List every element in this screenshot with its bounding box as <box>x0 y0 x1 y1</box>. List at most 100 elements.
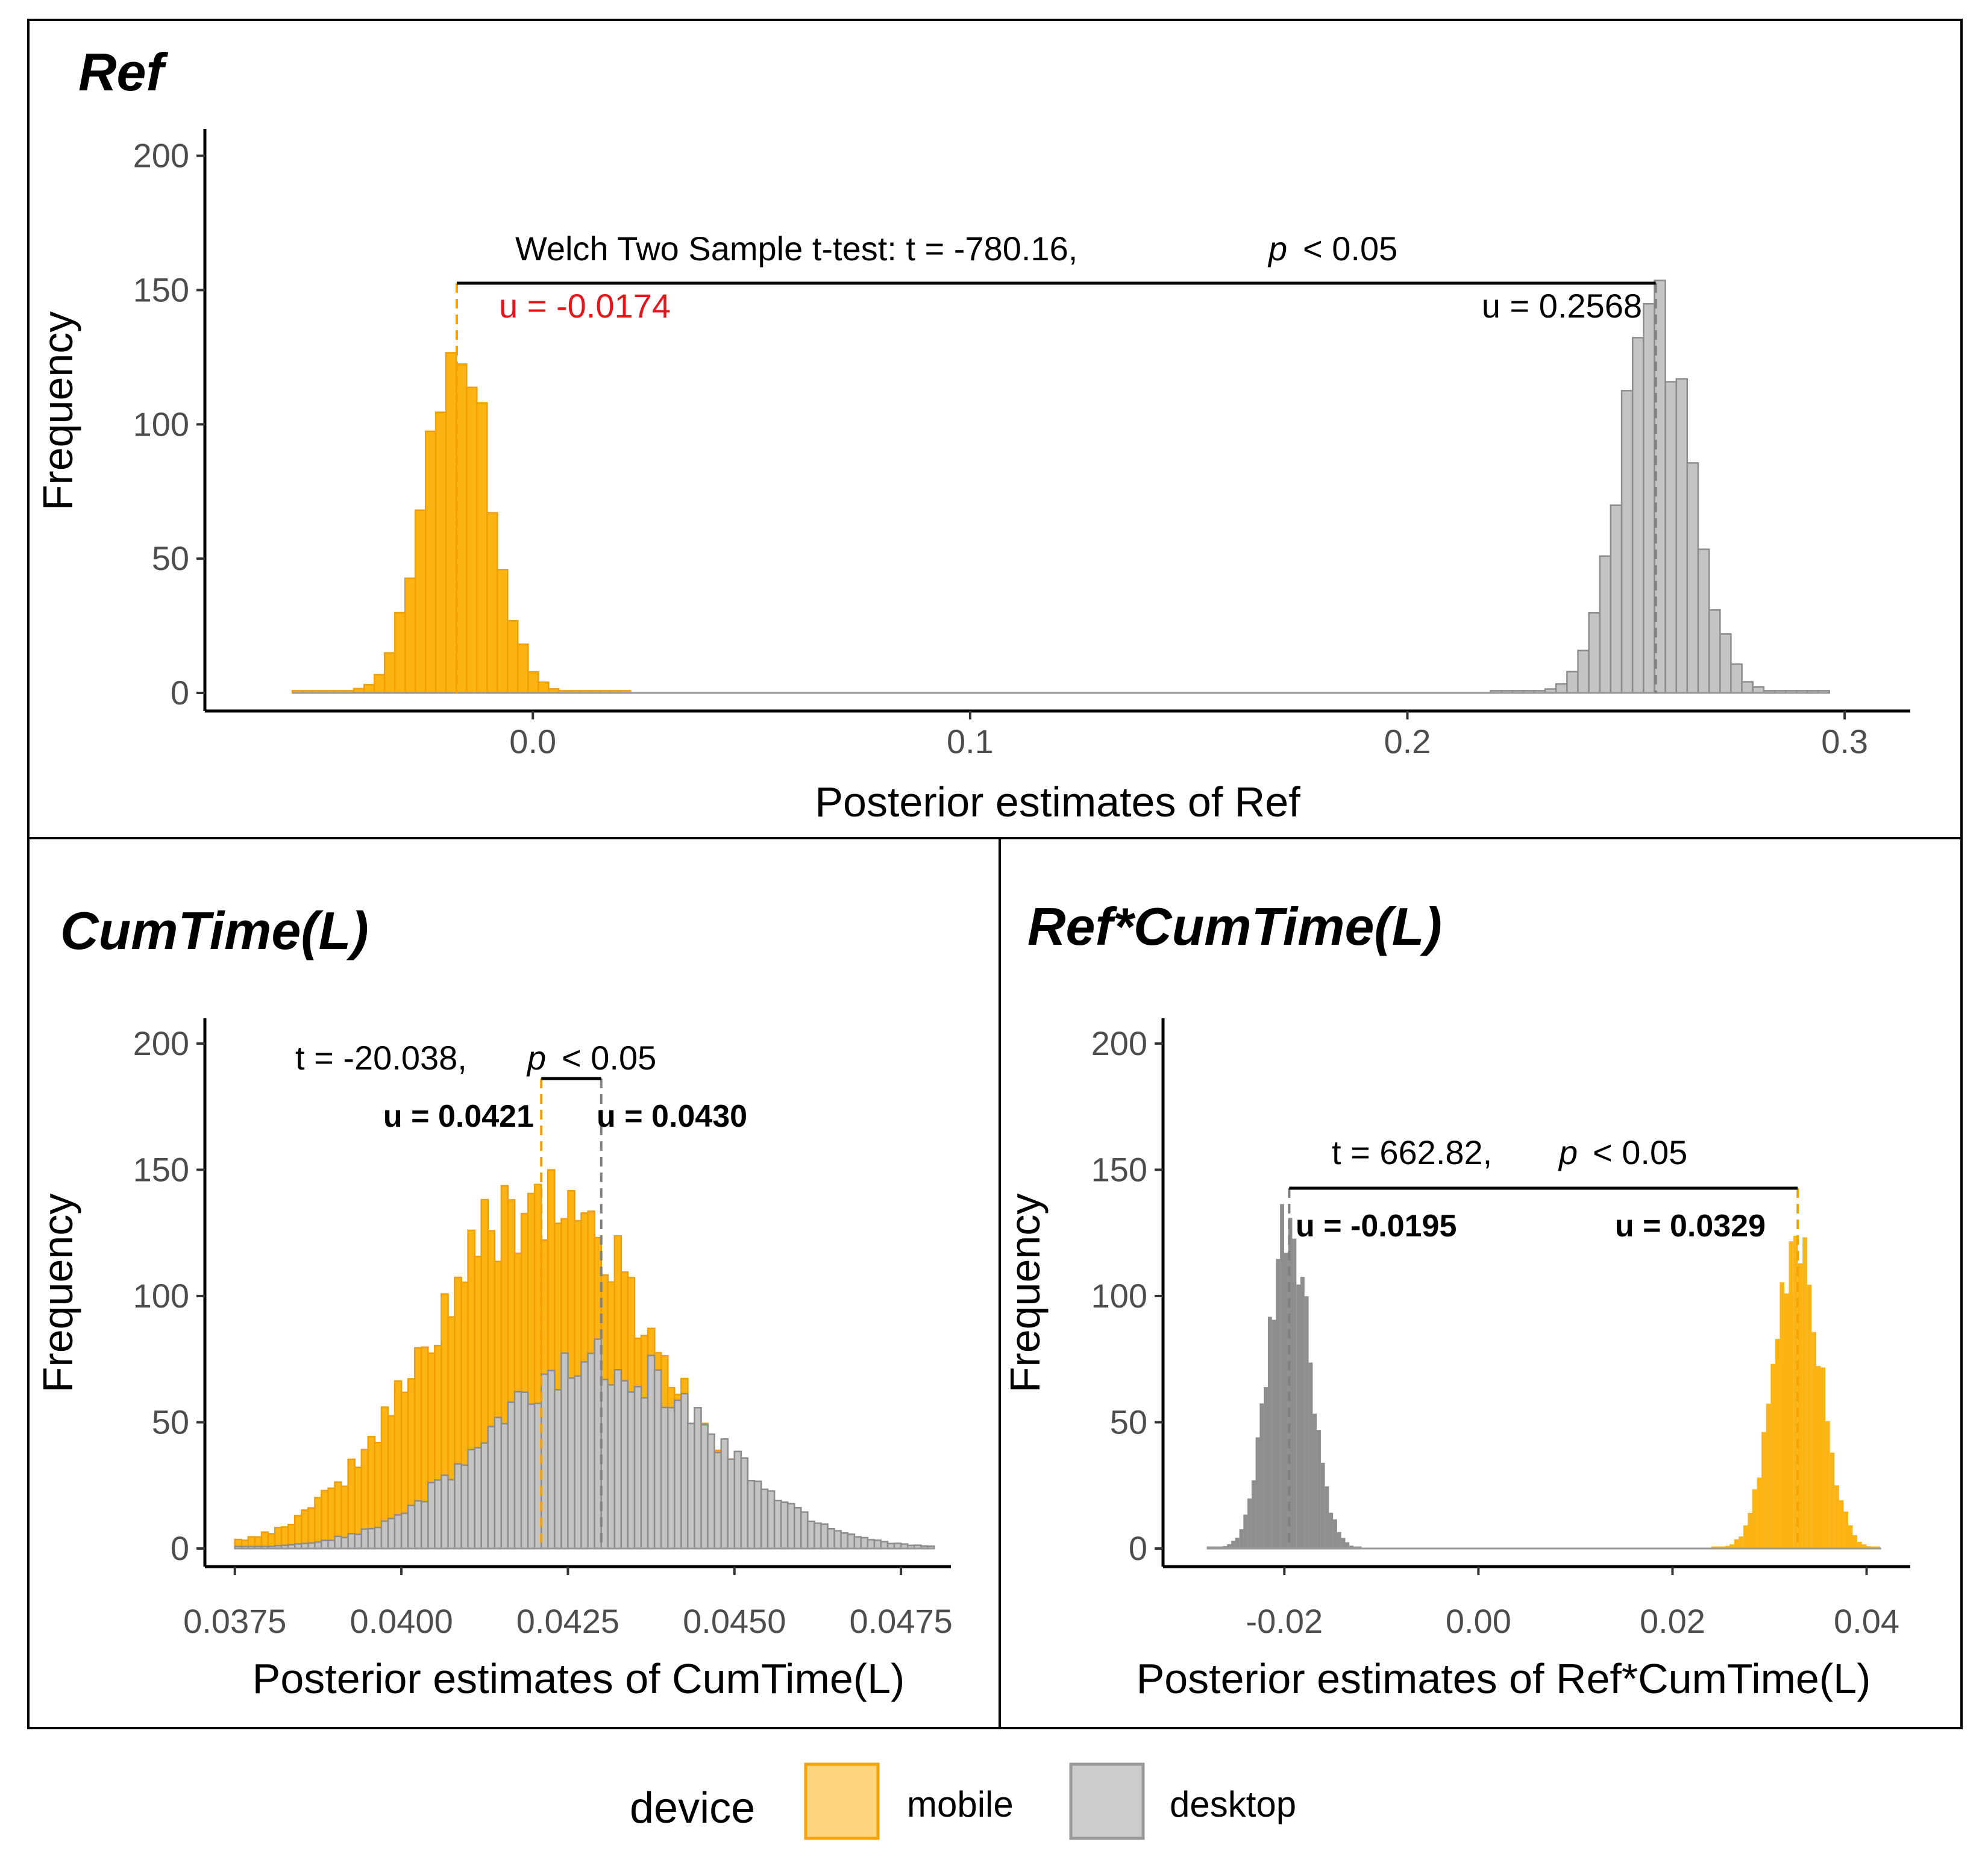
histogram-mobile <box>1711 1236 1880 1549</box>
bar-desktop <box>1259 1403 1264 1549</box>
bar-desktop <box>1223 1546 1228 1549</box>
bar-desktop <box>334 1535 342 1550</box>
y-tick-label: 100 <box>133 1277 189 1315</box>
y-tick-label: 0 <box>171 1529 189 1567</box>
bar-desktop <box>447 1479 456 1550</box>
bar-mobile <box>466 386 478 694</box>
bar-mobile <box>1852 1535 1858 1549</box>
x-tick-label: 0.0425 <box>516 1602 619 1640</box>
bar-desktop <box>680 1392 689 1550</box>
bar-desktop <box>374 1526 383 1550</box>
bar-mobile <box>497 568 509 694</box>
bar-desktop <box>1239 1529 1244 1549</box>
bar-mobile <box>1802 1237 1807 1549</box>
bar-mobile <box>1789 1241 1794 1549</box>
bar-desktop <box>760 1488 769 1550</box>
bar-desktop <box>880 1541 889 1550</box>
bar-desktop <box>694 1407 702 1550</box>
y-tick-label: 50 <box>1110 1403 1147 1441</box>
bar-mobile <box>517 644 529 694</box>
bar-mobile <box>445 352 457 694</box>
bar-desktop <box>814 1522 822 1550</box>
bar-mobile <box>1870 1546 1876 1549</box>
bar-desktop <box>1215 1546 1219 1549</box>
bar-desktop <box>1227 1544 1232 1549</box>
bar-desktop <box>1284 1253 1288 1549</box>
panel-title: CumTime(L) <box>60 901 369 960</box>
bar-mobile <box>1729 1544 1734 1549</box>
bar-mobile <box>1761 1432 1766 1549</box>
bar-mobile <box>1766 1403 1771 1549</box>
bar-desktop <box>1325 1486 1329 1549</box>
bar-desktop <box>800 1511 809 1550</box>
bar-desktop <box>1308 1362 1313 1549</box>
p-symbol: p <box>1267 230 1287 268</box>
bar-mobile <box>1839 1500 1844 1549</box>
y-tick-label: 150 <box>1091 1150 1147 1188</box>
bar-mobile <box>1834 1485 1839 1549</box>
bar-desktop <box>1345 1542 1350 1549</box>
bar-desktop <box>767 1490 776 1550</box>
bar-mobile <box>394 612 406 694</box>
bar-desktop <box>1337 1532 1341 1549</box>
bar-mobile <box>1757 1477 1762 1549</box>
bar-desktop <box>1555 683 1568 694</box>
bar-mobile <box>1720 1546 1725 1549</box>
bar-desktop <box>820 1523 829 1550</box>
bar-mobile <box>1861 1544 1867 1549</box>
bar-desktop <box>567 1377 575 1550</box>
bar-desktop <box>1247 1499 1252 1549</box>
bar-desktop <box>707 1433 715 1550</box>
bar-desktop <box>773 1499 782 1550</box>
bar-desktop <box>1296 1284 1301 1549</box>
bar-mobile <box>1752 1489 1757 1549</box>
bar-mobile <box>1811 1332 1816 1549</box>
bar-desktop <box>1610 504 1623 694</box>
x-tick-label: 0.0 <box>509 722 556 760</box>
bar-desktop <box>340 1536 349 1550</box>
bar-mobile <box>1784 1293 1789 1549</box>
bar-desktop <box>853 1536 862 1550</box>
bar-desktop <box>660 1406 669 1550</box>
y-tick-label: 50 <box>152 539 189 577</box>
test-statistic-label: t = 662.82, <box>1332 1133 1492 1171</box>
bar-desktop <box>860 1536 869 1550</box>
bar-desktop <box>1631 337 1645 694</box>
mean-label-desktop: u = -0.0195 <box>1296 1209 1457 1244</box>
bar-desktop <box>687 1422 695 1550</box>
x-tick-label: 0.0375 <box>183 1602 286 1640</box>
bar-desktop <box>720 1438 729 1550</box>
test-statistic-label: t = -20.038, <box>295 1039 467 1077</box>
bar-desktop <box>1333 1519 1337 1549</box>
bar-desktop <box>733 1450 742 1550</box>
bar-mobile <box>1866 1546 1871 1549</box>
y-tick-label: 0 <box>171 674 189 712</box>
bar-desktop <box>487 1426 496 1550</box>
bar-mobile <box>414 509 427 694</box>
p-value-label: < 0.05 <box>1303 230 1397 268</box>
bar-desktop <box>400 1512 409 1550</box>
x-axis-title: Posterior estimates of CumTime(L) <box>252 1655 905 1702</box>
bar-desktop <box>547 1370 556 1550</box>
bar-desktop <box>793 1507 802 1550</box>
bar-desktop <box>1349 1546 1353 1549</box>
bar-mobile <box>373 674 386 694</box>
bar-desktop <box>727 1458 736 1550</box>
x-tick-label: 0.02 <box>1640 1602 1705 1640</box>
x-tick-label: 0.0475 <box>849 1602 952 1640</box>
bar-desktop <box>427 1482 436 1550</box>
y-tick-label: 100 <box>133 405 189 443</box>
panel-title: Ref <box>78 42 168 102</box>
histogram-desktop <box>1206 1204 1362 1549</box>
legend-label-mobile: mobile <box>907 1784 1014 1824</box>
histogram-desktop <box>1490 280 1830 694</box>
bar-desktop <box>560 1352 569 1550</box>
bar-desktop <box>1300 1277 1305 1549</box>
mean-label-mobile: u = 0.0329 <box>1615 1209 1766 1244</box>
bar-desktop <box>1206 1546 1211 1549</box>
bar-desktop <box>580 1361 589 1550</box>
bar-mobile <box>1857 1541 1862 1549</box>
x-tick-label: -0.02 <box>1246 1602 1323 1640</box>
y-axis-title: Frequency <box>34 312 81 511</box>
